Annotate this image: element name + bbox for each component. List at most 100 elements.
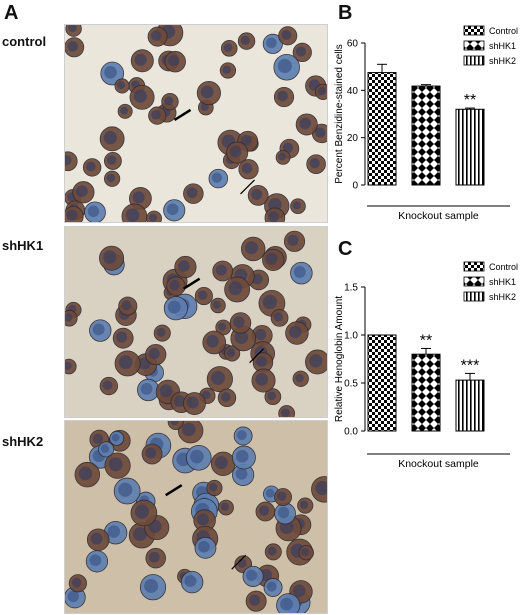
- cell-nucleus: [103, 131, 117, 145]
- cell-nucleus: [245, 569, 258, 581]
- cell-nucleus: [102, 380, 113, 390]
- chart-c-y-axis-label: Relative Henoglobin Amount: [334, 296, 345, 422]
- cell-nucleus: [197, 290, 208, 300]
- chart-c-legend-swatch: [463, 261, 485, 272]
- micrograph-control: [64, 24, 328, 223]
- cell-nucleus: [78, 466, 93, 481]
- cell-nucleus: [170, 421, 179, 426]
- cell-nucleus: [266, 37, 277, 49]
- cell-nucleus: [144, 578, 159, 593]
- cell-nucleus: [167, 300, 181, 314]
- cell-nucleus: [148, 213, 158, 222]
- chart-b-y-tick-label: 60: [347, 39, 359, 50]
- cell-nucleus: [249, 594, 261, 606]
- micrograph-control-cell-layer: [65, 25, 327, 222]
- cell-nucleus: [92, 433, 104, 444]
- cell-nucleus: [168, 54, 180, 67]
- cell-nucleus: [267, 391, 277, 401]
- cell-nucleus: [309, 158, 320, 169]
- cell-nucleus: [65, 313, 73, 322]
- chart-c-y-tick-label: 0.5: [344, 379, 358, 390]
- micrograph-control-cells: [65, 25, 327, 222]
- arrow-icon: [231, 554, 247, 570]
- arrow-icon: [165, 484, 183, 497]
- chart-b-legend-swatch: [463, 25, 485, 36]
- cell-nucleus: [220, 502, 229, 511]
- cell-nucleus: [169, 280, 180, 291]
- cell-nucleus: [277, 58, 292, 74]
- micrograph-shhk1: [64, 226, 328, 418]
- cell-nucleus: [266, 581, 277, 592]
- micrograph-shhk2-cells: [65, 421, 327, 613]
- cell-nucleus: [106, 155, 117, 165]
- cell-nucleus: [148, 347, 160, 360]
- cell-nucleus: [251, 188, 263, 200]
- cell-nucleus: [211, 172, 223, 183]
- micrograph-shhk1-cells: [65, 227, 327, 417]
- chart-c-significance-mark: ***: [461, 357, 480, 374]
- cell-nucleus: [212, 300, 221, 309]
- chart-b-y-tick-label: 0: [352, 181, 358, 192]
- chart-c-y-tick-label: 0.0: [344, 427, 358, 438]
- cell-nucleus: [150, 30, 162, 41]
- cell-nucleus: [68, 25, 77, 33]
- cell-nucleus: [132, 191, 145, 204]
- panel-b-letter: B: [338, 2, 353, 24]
- cell-nucleus: [262, 294, 278, 310]
- chart-b-legend-label: shHK2: [489, 56, 516, 66]
- cell-nucleus: [66, 209, 78, 221]
- cell-nucleus: [108, 457, 123, 472]
- cell-nucleus: [293, 266, 306, 278]
- chart-c-legend-swatch: [463, 291, 485, 302]
- chart-c-bar-shhk1: [411, 353, 441, 432]
- chart-c-bar-shhk2: [455, 379, 485, 432]
- cell-nucleus: [256, 356, 267, 367]
- chart-b-legend-swatch: [463, 55, 485, 66]
- cell-nucleus: [236, 430, 247, 441]
- arrow-icon: [173, 108, 192, 121]
- cell-nucleus: [240, 134, 252, 146]
- cell-nucleus: [132, 527, 147, 542]
- cell-nucleus: [186, 187, 198, 199]
- cell-nucleus: [309, 354, 323, 368]
- cell-nucleus: [222, 65, 232, 74]
- cell-nucleus: [299, 117, 312, 130]
- cell-nucleus: [117, 81, 125, 90]
- cell-nucleus: [140, 382, 153, 395]
- arrow-icon: [249, 348, 265, 364]
- cell-nucleus: [315, 481, 327, 496]
- cell-nucleus: [267, 211, 279, 222]
- arrow-icon: [182, 277, 201, 290]
- chart-b-significance-mark: **: [464, 92, 476, 109]
- cell-nucleus: [71, 577, 82, 588]
- cell-nucleus: [267, 546, 277, 556]
- cell-nucleus: [151, 109, 161, 120]
- cell-nucleus: [220, 392, 231, 402]
- cell-nucleus: [292, 201, 301, 210]
- cell-nucleus: [237, 558, 247, 569]
- cell-nucleus: [265, 252, 278, 265]
- cell-nucleus: [118, 482, 133, 497]
- cell-nucleus: [233, 316, 245, 328]
- cell-nucleus: [281, 408, 290, 417]
- cell-nucleus: [90, 532, 103, 545]
- cell-nucleus: [133, 89, 147, 103]
- cell-nucleus: [100, 444, 110, 453]
- cell-nucleus: [200, 85, 214, 99]
- cell-nucleus: [277, 491, 287, 501]
- cell-nucleus: [106, 173, 116, 183]
- chart-c-legend-label: shHK1: [489, 277, 516, 287]
- cell-nucleus: [240, 35, 250, 45]
- cell-nucleus: [87, 205, 100, 218]
- cell-nucleus: [67, 41, 79, 52]
- chart-c-legend-label: Control: [489, 262, 518, 272]
- cell-nucleus: [134, 53, 147, 66]
- cell-nucleus: [278, 152, 286, 161]
- chart-c-bar-control: [367, 334, 397, 432]
- cell-nucleus: [226, 348, 236, 357]
- cell-nucleus: [299, 500, 309, 510]
- cell-nucleus: [277, 90, 288, 102]
- cell-nucleus: [197, 513, 209, 526]
- chart-c: 0.0 0.5 1.0 1.5 Relative Henoglobin Amount **…: [334, 261, 518, 470]
